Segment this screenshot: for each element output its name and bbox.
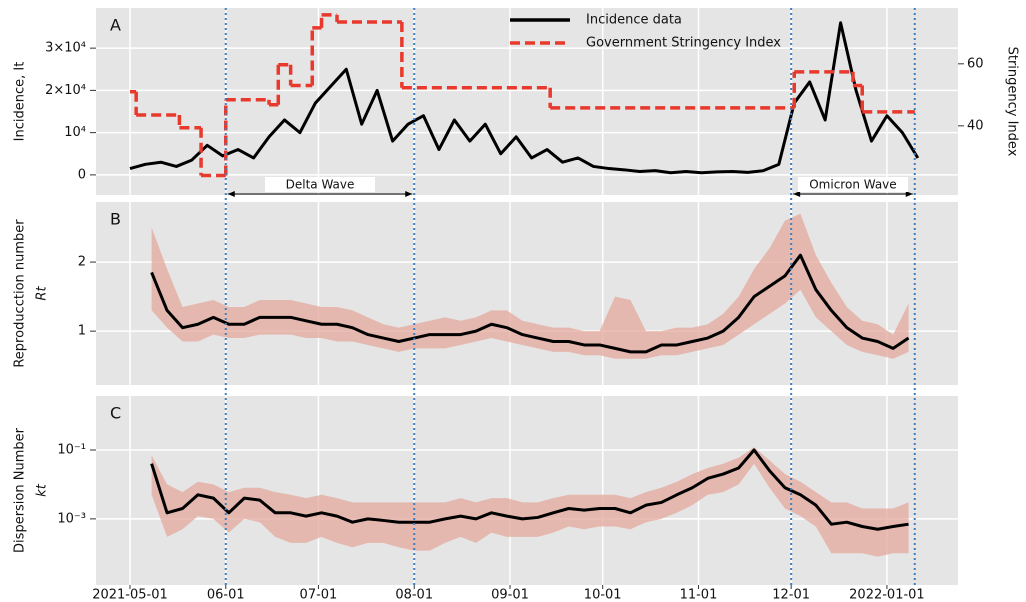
x-tick-label: 07-01 xyxy=(300,588,338,602)
y-tick-label: 1 xyxy=(78,324,86,339)
wave-label: Delta Wave xyxy=(286,178,355,192)
data-line xyxy=(129,21,920,175)
y-tick-label: 10⁻¹ xyxy=(57,442,86,457)
y2-axis-label: Stringency Index xyxy=(1005,47,1020,157)
x-tick-label: 11-01 xyxy=(680,588,718,602)
wave-label-bg xyxy=(264,177,375,192)
y-axis-label: Dispersion Number xyxy=(13,427,28,553)
x-tick-label: 2022-01-01 xyxy=(849,588,925,602)
legend-label: Incidence data xyxy=(586,13,682,28)
y-tick-label: 0 xyxy=(78,167,86,182)
y-axis-label: Reproducction number xyxy=(13,219,28,368)
panel-label: A xyxy=(110,16,121,35)
y-axis-symbol: kt xyxy=(35,483,50,497)
x-tick-label: 06-01 xyxy=(207,588,245,602)
y-tick-label: 3×10⁴ xyxy=(45,41,86,56)
data-line xyxy=(150,253,910,354)
y2-tick-label: 60 xyxy=(967,56,984,71)
panel-label: C xyxy=(110,404,121,423)
x-tick-label: 10-01 xyxy=(584,588,622,602)
legend-label: Government Stringency Index xyxy=(586,36,781,51)
y-tick-label: 10⁻³ xyxy=(57,511,86,526)
data-line xyxy=(150,448,909,531)
x-tick-label: 09-01 xyxy=(491,588,529,602)
plot-background xyxy=(96,8,958,195)
x-tick-label: 08-01 xyxy=(395,588,433,602)
panel-label: B xyxy=(110,210,121,229)
y-axis-symbol: Rt xyxy=(35,286,50,301)
x-tick-label: 12-01 xyxy=(772,588,810,602)
wave-label: Omicron Wave xyxy=(809,178,896,192)
y2-tick-label: 40 xyxy=(967,118,984,133)
y-tick-label: 2×10⁴ xyxy=(45,83,86,98)
wave-label-bg xyxy=(797,177,908,192)
confidence-band xyxy=(151,213,909,359)
y-tick-label: 2 xyxy=(78,255,86,270)
x-tick-label: 2021-05-01 xyxy=(92,588,168,602)
y-axis-label: Incidence, It xyxy=(13,62,28,142)
y-tick-label: 10⁴ xyxy=(64,125,86,140)
